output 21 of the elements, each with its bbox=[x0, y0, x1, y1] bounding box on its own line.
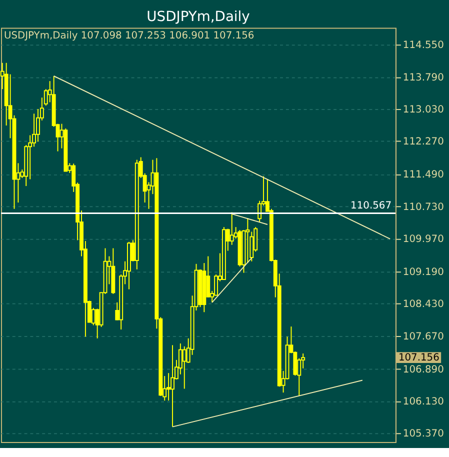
y-tick-label: 112.270 bbox=[402, 136, 444, 148]
candlestick bbox=[230, 212, 234, 246]
ref-line-label: 110.567 bbox=[350, 200, 392, 212]
y-tick-label: 106.130 bbox=[402, 396, 444, 408]
y-tick-label: 108.430 bbox=[402, 299, 444, 310]
y-tick-label: 113.790 bbox=[402, 72, 444, 84]
y-tick-label: 109.970 bbox=[402, 234, 444, 245]
candlestick bbox=[166, 372, 171, 402]
y-tick-label: 105.370 bbox=[402, 428, 444, 440]
y-tick-label: 109.190 bbox=[402, 266, 444, 278]
chart-subtitle: USDJPYm,Daily 107.098 107.253 106.901 107.156 bbox=[4, 30, 254, 42]
y-tick-label: 113.030 bbox=[402, 104, 444, 116]
text: 107.156 bbox=[398, 352, 440, 364]
candlestick bbox=[182, 346, 186, 390]
candlestick bbox=[170, 344, 174, 428]
y-tick-label: 114.550 bbox=[402, 40, 444, 52]
y-tick-label: 106.890 bbox=[402, 364, 444, 376]
y-tick-label: 111.490 bbox=[402, 170, 444, 181]
chart-title: USDJPYm,Daily bbox=[146, 8, 250, 25]
y-tick-label: 110.730 bbox=[402, 202, 444, 213]
y-tick-label: 107.670 bbox=[402, 331, 444, 342]
